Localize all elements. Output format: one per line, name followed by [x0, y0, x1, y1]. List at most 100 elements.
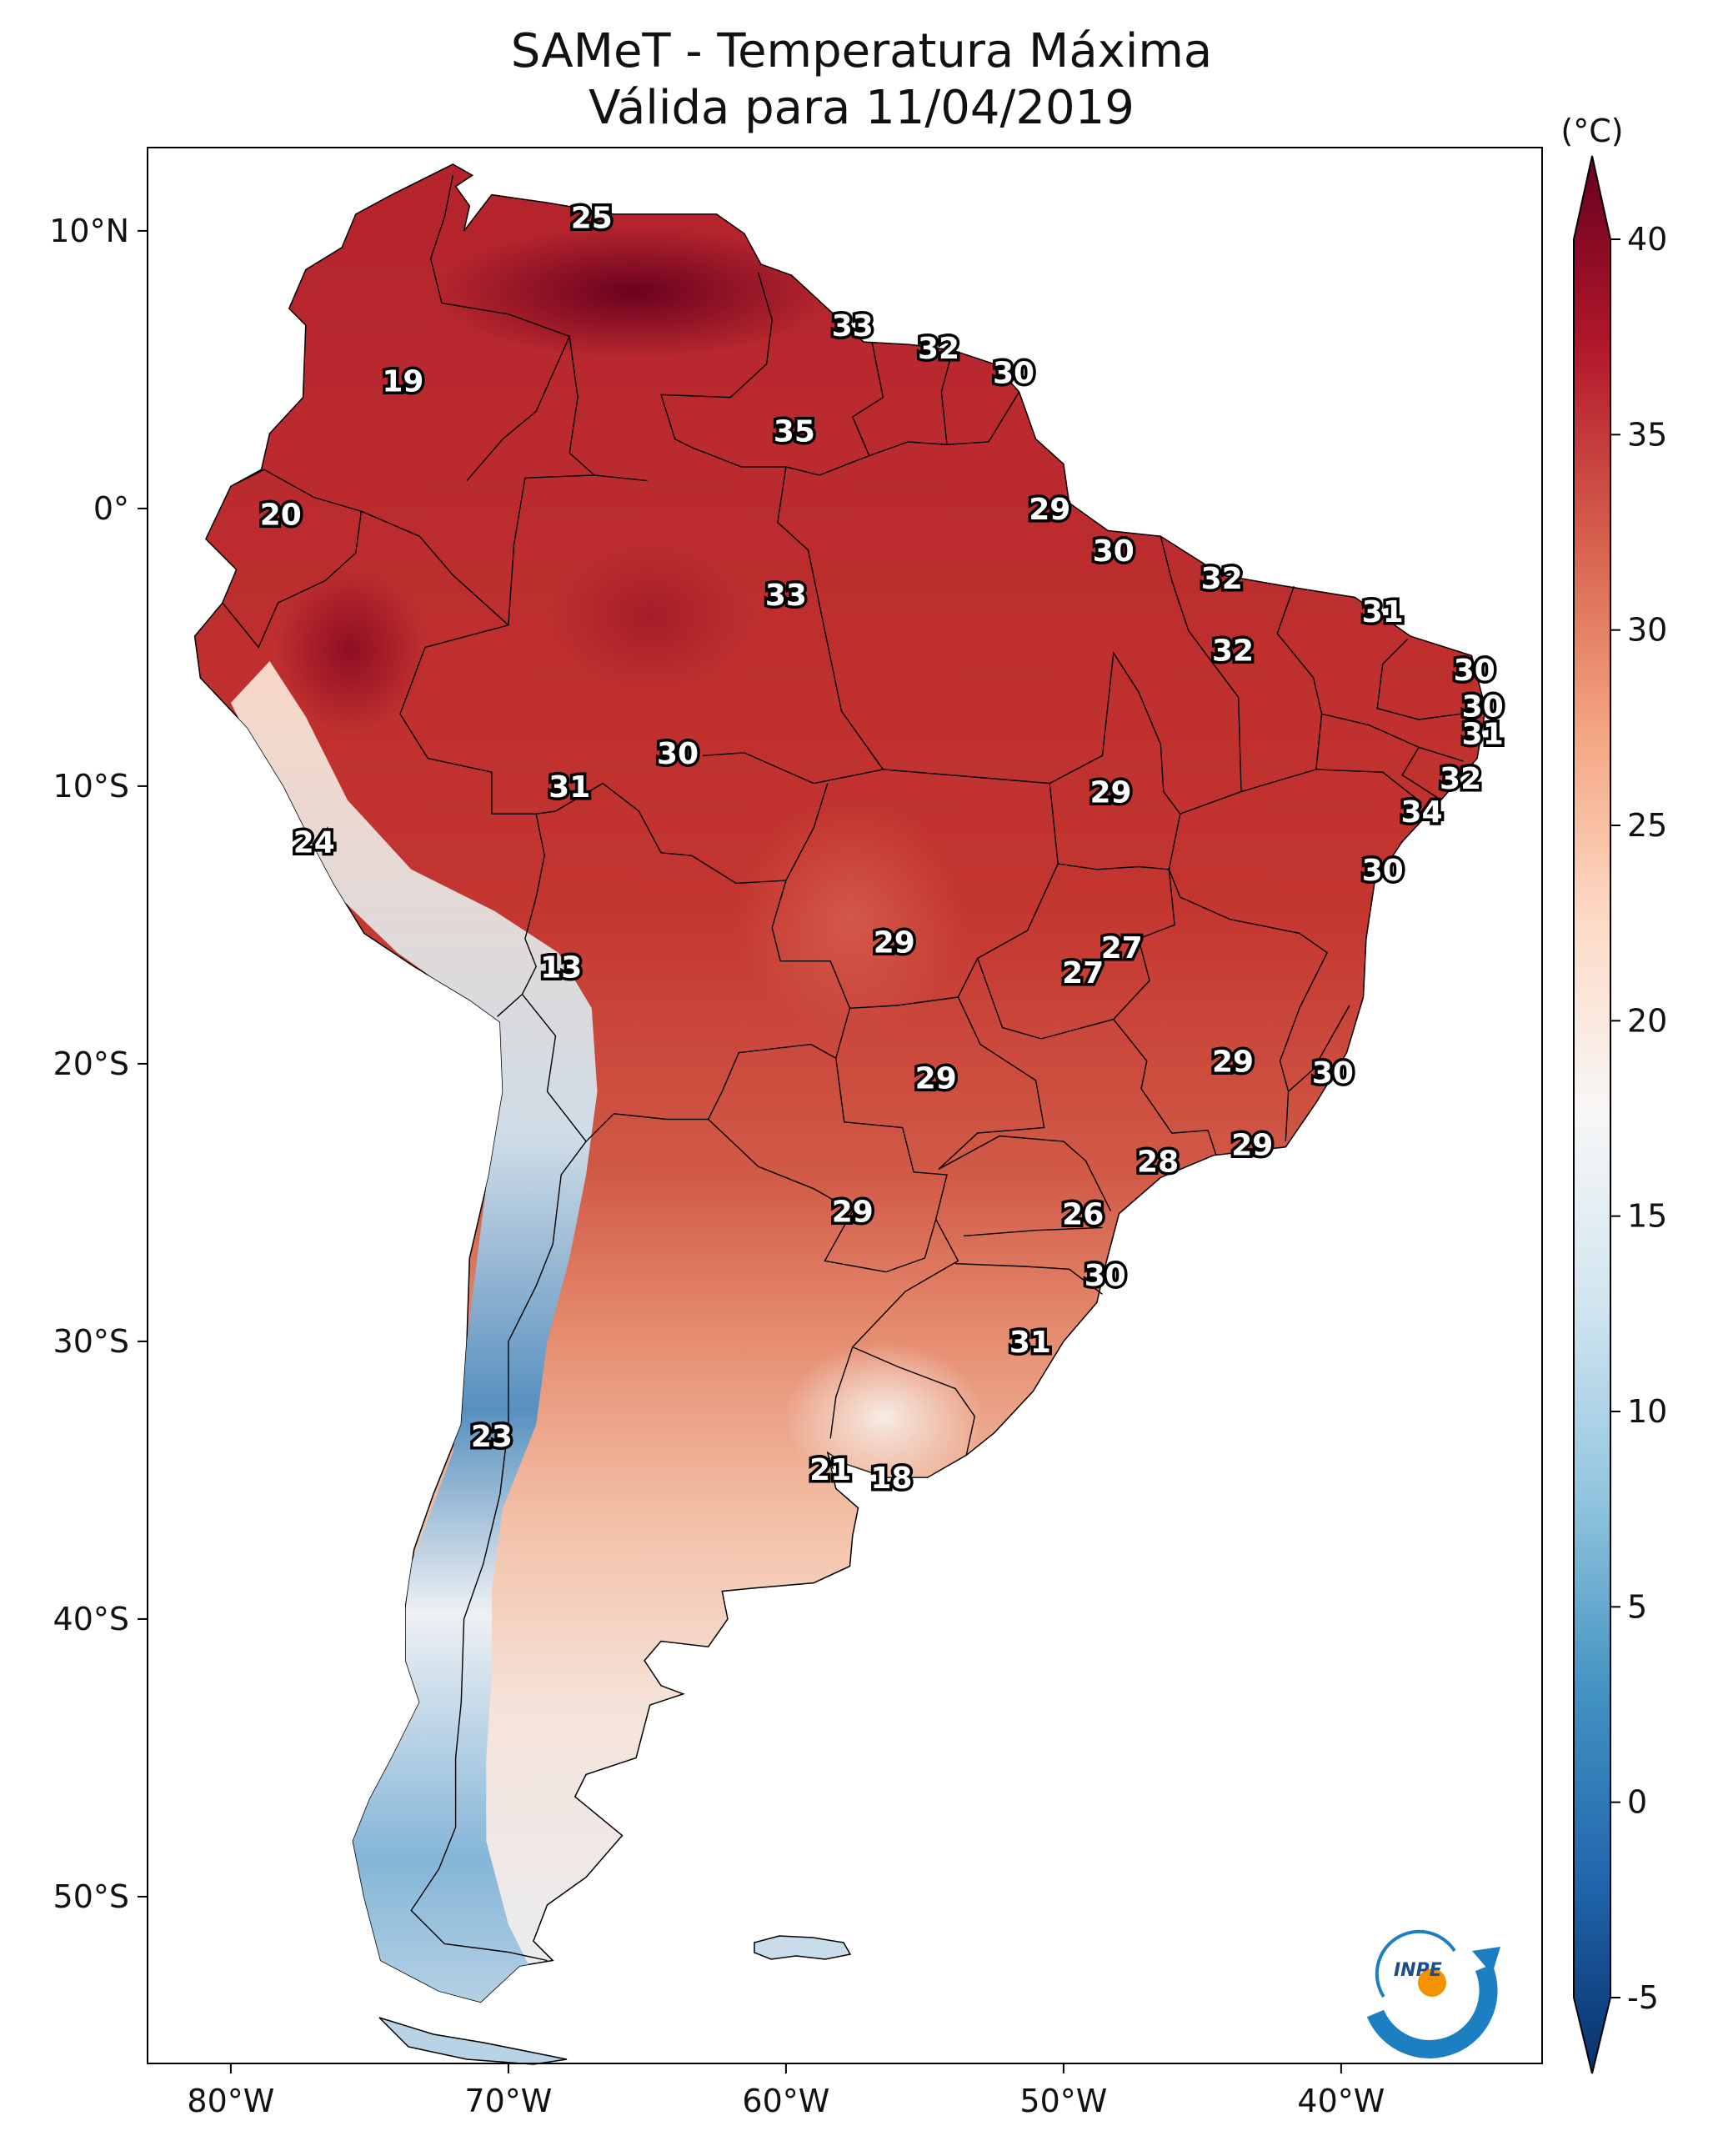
colorbar-tick-label: 10 — [1627, 1393, 1667, 1430]
temperature-label: 32 — [1440, 762, 1481, 796]
temperature-label: 30 — [1084, 1259, 1126, 1293]
country-border-line — [938, 996, 1045, 1170]
lat-tick-label: 20°S — [53, 1045, 129, 1082]
country-border-line — [1276, 585, 1323, 770]
inpe-logo-text: INPE — [1394, 1960, 1442, 1981]
temperature-label: 31 — [1362, 595, 1404, 629]
country-borders — [222, 175, 1464, 1962]
falkland-islands — [754, 1935, 852, 1960]
temperature-label: 30 — [1312, 1056, 1354, 1091]
lon-tick-label: 60°W — [742, 2083, 829, 2119]
country-border-line — [940, 349, 954, 445]
lat-tick-label: 10°S — [53, 768, 129, 805]
colorbar-tick-label: -5 — [1627, 1979, 1659, 2016]
lat-tick-label: 50°S — [53, 1878, 129, 1915]
country-border-line — [840, 651, 1181, 815]
longitude-axis: 80°W 70°W 60°W 50°W 40°W — [187, 2063, 1385, 2119]
temperature-label: 29 — [1212, 1045, 1254, 1080]
country-border-line — [1376, 638, 1461, 720]
temperature-label: 20 — [260, 499, 302, 533]
country-border-line — [829, 1346, 854, 1439]
lon-tick-label: 50°W — [1019, 2083, 1107, 2119]
temperature-label: 29 — [1089, 776, 1131, 810]
latitude-axis: 10°N 0° 10°S 20°S 30°S 40°S 50°S — [49, 213, 148, 1915]
temperature-label: 29 — [874, 925, 915, 960]
lat-tick-label: 30°S — [53, 1323, 129, 1360]
colorbar-tick-label: 0 — [1627, 1784, 1647, 1821]
country-border-line — [777, 466, 843, 712]
lat-tick-label: 0° — [93, 490, 129, 527]
temperature-label: 25 — [571, 201, 613, 235]
country-border-line — [429, 175, 648, 482]
country-border-line — [1168, 769, 1422, 1142]
country-border-line — [1401, 746, 1442, 801]
colorbar-unit: (°C) — [1560, 113, 1623, 149]
temperature-label: 30 — [1093, 534, 1134, 569]
temperature-label: 28 — [1137, 1145, 1179, 1179]
lon-tick-label: 40°W — [1297, 2083, 1385, 2119]
map-title: SAMeT - Temperatura Máxima — [510, 24, 1213, 78]
temperature-label: 32 — [1212, 634, 1254, 669]
country-border-line — [938, 1135, 1112, 1211]
colorbar-tick-label: 25 — [1627, 807, 1667, 844]
colorbar: 40 35 30 25 20 15 10 5 0 -5 (°C) — [1560, 113, 1667, 2074]
colorbar-tick-label: 30 — [1627, 612, 1667, 649]
country-border-line — [466, 336, 570, 482]
temperature-label: 30 — [993, 357, 1034, 391]
country-border-line — [708, 1058, 948, 1273]
lon-tick-label: 70°W — [464, 2083, 552, 2119]
country-border-line — [785, 783, 829, 881]
inpe-logo-icon: INPE — [1366, 1929, 1500, 2059]
country-border-line — [491, 813, 545, 1017]
country-border-line — [1288, 1005, 1350, 1092]
temperature-label: 27 — [1101, 931, 1143, 965]
temperature-label: 33 — [765, 579, 807, 613]
country-border-line — [361, 510, 509, 626]
lat-tick-label: 40°S — [53, 1601, 129, 1637]
colorbar-tick-label: 35 — [1627, 416, 1667, 453]
temperature-label: 19 — [382, 365, 423, 399]
country-border-line — [977, 863, 1175, 1040]
temperature-label: 29 — [915, 1062, 957, 1096]
south-america-landmass — [193, 163, 1486, 2065]
colorbar-tick-label: 5 — [1627, 1588, 1647, 1625]
temperature-label: 32 — [1201, 562, 1243, 596]
country-border-line — [1160, 536, 1242, 792]
temperature-label: 23 — [471, 1420, 513, 1454]
country-border-line — [963, 1226, 1103, 1237]
temperature-label: 13 — [540, 950, 582, 985]
country-border-line — [222, 469, 363, 649]
country-border-line — [702, 752, 884, 785]
temperature-label: 31 — [1009, 1326, 1051, 1360]
temperature-label: 31 — [1462, 718, 1504, 752]
temperature-label: 29 — [832, 1195, 874, 1229]
country-border-line — [827, 1452, 834, 1470]
temperature-label: 35 — [774, 415, 815, 449]
country-border-line — [851, 1219, 976, 1456]
temperature-label: 27 — [1062, 956, 1104, 990]
temperature-label: 34 — [1400, 795, 1442, 830]
country-border-line — [1113, 1019, 1217, 1156]
country-border-line — [660, 272, 1020, 476]
temperature-label: 18 — [870, 1462, 912, 1496]
temperature-label: 24 — [293, 826, 335, 860]
country-border-line — [410, 1141, 587, 1962]
lat-tick-label: 10°N — [49, 213, 129, 249]
country-border-line — [399, 474, 595, 815]
tierra-del-fuego — [378, 2017, 568, 2065]
temperature-label: 26 — [1062, 1198, 1104, 1232]
temperature-label: 31 — [548, 770, 590, 805]
country-border-line — [954, 1263, 1103, 1295]
map-subtitle: Válida para 11/04/2019 — [589, 81, 1134, 135]
temperature-label: 29 — [1029, 493, 1070, 527]
colorbar-tick-label: 20 — [1627, 1002, 1667, 1039]
lon-tick-label: 80°W — [187, 2083, 274, 2119]
country-border-line — [851, 341, 884, 456]
country-border-line — [1321, 713, 1464, 762]
temperature-label: 32 — [918, 332, 959, 366]
temperature-label: 30 — [657, 737, 699, 771]
colorbar-tick-label: 15 — [1627, 1198, 1667, 1235]
temperature-label: 30 — [1462, 689, 1504, 724]
